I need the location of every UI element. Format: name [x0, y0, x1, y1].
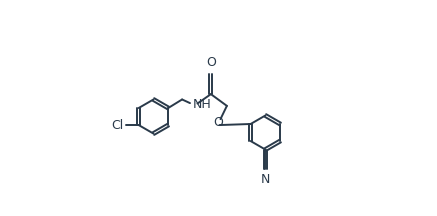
Text: Cl: Cl [111, 119, 124, 132]
Text: O: O [213, 116, 223, 129]
Text: N: N [261, 173, 270, 186]
Text: NH: NH [193, 98, 212, 111]
Text: O: O [206, 56, 216, 69]
